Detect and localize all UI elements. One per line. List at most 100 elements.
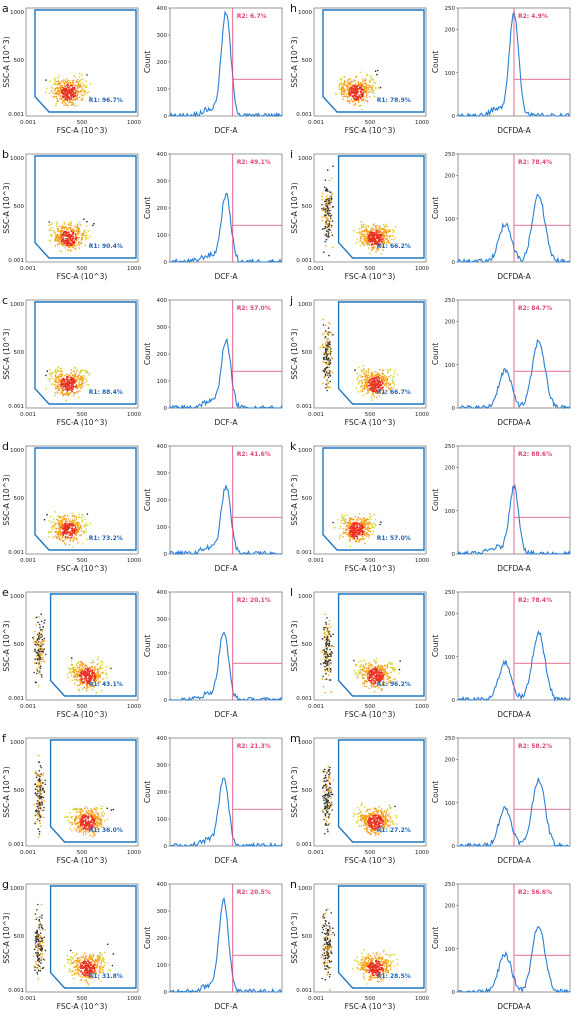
scatter-ytick: 500	[14, 788, 25, 794]
panel-letter: j	[289, 294, 293, 307]
scatter-ylabel: SSC-A (10^3)	[290, 620, 299, 671]
hist-ytick: 200	[157, 206, 168, 212]
histogram-curve	[169, 631, 283, 702]
scatter-ytick: 0.001	[296, 404, 312, 410]
scatter-ytick: 0.001	[296, 696, 312, 702]
r2-label: R2: 41.6%	[237, 451, 271, 458]
panel-letter: l	[290, 586, 293, 599]
histogram-curve	[169, 337, 283, 410]
scatter-events	[48, 218, 95, 253]
hist-ytick: 250	[445, 590, 456, 596]
hist-ytick: 100	[445, 509, 456, 515]
scatter-ytick: 500	[302, 934, 313, 940]
panel-e: eR1: 43.1%0.001 500 10000.0015001000FSC-A …	[2, 586, 283, 719]
hist-ylabel: Count	[431, 489, 440, 511]
hist-ytick: 200	[445, 612, 456, 618]
scatter-xtick: 1000	[127, 704, 141, 710]
panel-letter: k	[290, 440, 297, 453]
histogram-curve	[169, 777, 283, 848]
scatter-ylabel: SSC-A (10^3)	[2, 328, 11, 379]
scatter-ytick: 0.001	[8, 842, 24, 848]
r2-label: R2: 56.6%	[518, 889, 552, 896]
hist-xlabel: DCFDA-A	[497, 856, 531, 865]
panel-g: gR1: 31.8%0.001 500 10000.0015001000FSC-A …	[2, 878, 283, 1011]
hist-ytick: 100	[157, 963, 168, 969]
r2-label: R2: 49.1%	[237, 159, 271, 166]
r2-label: R2: 4.9%	[518, 13, 548, 20]
scatter-xlabel: FSC-A (10^3)	[345, 272, 396, 281]
histogram-frame	[169, 445, 283, 555]
scatter-ylabel: SSC-A (10^3)	[2, 182, 11, 233]
scatter-xlabel: FSC-A (10^3)	[57, 710, 108, 719]
hist-ytick: 100	[157, 525, 168, 531]
scatter-events	[320, 613, 402, 694]
scatter-xtick: 1000	[415, 704, 429, 710]
hist-ytick: 0	[452, 698, 456, 704]
scatter-ytick: 0.001	[8, 696, 24, 702]
hist-ytick: 100	[445, 217, 456, 223]
hist-ylabel: Count	[143, 781, 152, 803]
scatter-xtick: 500	[77, 558, 88, 564]
scatter-events	[43, 511, 92, 548]
hist-xlabel: DCF-A	[215, 126, 239, 135]
scatter-frame	[313, 883, 427, 993]
scatter-xtick: 1000	[415, 558, 429, 564]
r1-label: R1: 90.4%	[89, 243, 123, 250]
scatter-ytick: 0.001	[8, 112, 24, 118]
scatter-xtick: 1000	[415, 266, 429, 272]
hist-ylabel: Count	[431, 343, 440, 365]
scatter-ytick: 0.001	[296, 258, 312, 264]
hist-ytick: 300	[157, 617, 168, 623]
scatter-ytick: 0.001	[296, 112, 312, 118]
scatter-ytick: 500	[14, 642, 25, 648]
hist-xlabel: DCF-A	[215, 710, 239, 719]
scatter-events	[32, 903, 115, 986]
panel-h: hR1: 78.9%0.001 500 10000.0015001000FSC-A …	[290, 2, 571, 135]
hist-xlabel: DCFDA-A	[497, 126, 531, 135]
hist-ytick: 400	[157, 298, 168, 304]
scatter-xlabel: FSC-A (10^3)	[345, 126, 396, 135]
scatter-xtick: 1000	[415, 120, 429, 126]
scatter-ytick: 500	[302, 350, 313, 356]
hist-ytick: 200	[157, 790, 168, 796]
r1-label: R1: 88.4%	[89, 389, 123, 396]
hist-ytick: 100	[157, 671, 168, 677]
r1-label: R1: 28.5%	[377, 973, 411, 980]
scatter-xtick: 0.001	[308, 412, 324, 418]
scatter-xtick: 0.001	[308, 996, 324, 1002]
scatter-frame	[313, 737, 427, 847]
hist-ylabel: Count	[143, 927, 152, 949]
scatter-ylabel: SSC-A (10^3)	[290, 328, 299, 379]
scatter-ytick: 1000	[10, 594, 24, 600]
scatter-xlabel: FSC-A (10^3)	[57, 272, 108, 281]
scatter-xlabel: FSC-A (10^3)	[345, 1002, 396, 1011]
panel-letter: i	[290, 148, 293, 161]
scatter-ytick: 0.001	[8, 258, 24, 264]
gate-r1	[34, 447, 137, 551]
scatter-xtick: 500	[365, 266, 376, 272]
hist-ylabel: Count	[431, 197, 440, 219]
r1-label: R1: 66.7%	[377, 389, 411, 396]
hist-ytick: 200	[157, 352, 168, 358]
scatter-ytick: 1000	[10, 448, 24, 454]
gate-r1	[337, 885, 425, 989]
scatter-ytick: 500	[14, 934, 25, 940]
histogram-frame	[169, 737, 283, 847]
scatter-ytick: 0.001	[296, 842, 312, 848]
scatter-xtick: 0.001	[308, 266, 324, 272]
r1-label: R1: 36.0%	[89, 827, 123, 834]
scatter-ytick: 500	[302, 58, 313, 64]
hist-ytick: 300	[157, 909, 168, 915]
hist-ytick: 100	[157, 379, 168, 385]
panel-b: bR1: 90.4%0.001 500 10000.0015001000FSC-A …	[2, 148, 283, 281]
scatter-events	[33, 754, 115, 838]
hist-ytick: 0	[164, 260, 168, 266]
hist-ytick: 100	[445, 71, 456, 77]
scatter-frame	[25, 153, 139, 263]
scatter-ytick: 1000	[10, 302, 24, 308]
scatter-xtick: 1000	[127, 412, 141, 418]
scatter-xtick: 1000	[127, 996, 141, 1002]
histogram-frame	[169, 299, 283, 409]
scatter-xlabel: FSC-A (10^3)	[345, 564, 396, 573]
scatter-xtick: 1000	[415, 996, 429, 1002]
